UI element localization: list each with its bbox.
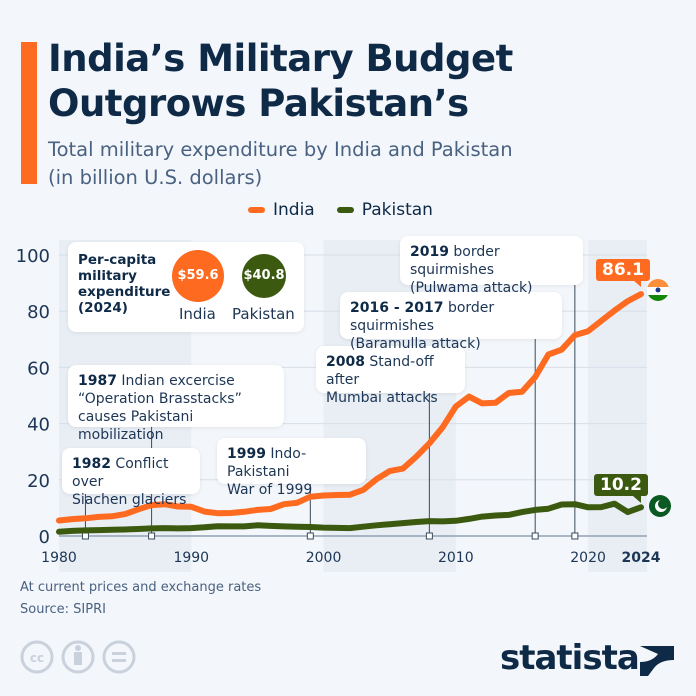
annotation-1987: 1987 Indian excercise “Operation Brasstac… <box>68 365 284 443</box>
india-per-capita-value: $59.6 <box>172 250 224 302</box>
annotation-text: (Pulwama attack) <box>410 280 533 296</box>
annotation-marker <box>571 532 579 540</box>
y-tick-label: 60 <box>27 358 50 379</box>
annotation-2019: 2019 border squirmishes (Pulwama attack) <box>400 236 583 296</box>
india-label-pointer <box>633 280 641 287</box>
legend-swatch-india <box>248 207 265 213</box>
footnote: At current prices and exchange rates <box>20 580 262 595</box>
x-tick-label: 2010 <box>438 550 474 566</box>
y-tick-label: 100 <box>16 246 50 267</box>
legend-label-india: India <box>273 200 315 220</box>
legend-swatch-pakistan <box>336 207 354 213</box>
annotation-text: Conflict over <box>72 456 169 490</box>
annotation-text: “Operation Brasstacks” <box>78 391 242 407</box>
statista-logo[interactable]: statista <box>500 638 640 678</box>
annotation-text: Indo-Pakistani <box>227 446 307 480</box>
annotation-marker <box>425 532 433 540</box>
annotation-marker <box>148 532 156 540</box>
svg-text:cc: cc <box>30 651 44 665</box>
india-flag-chakra <box>655 287 661 293</box>
annotation-text: Indian excercise <box>121 373 235 389</box>
y-tick-label: 0 <box>39 527 50 548</box>
x-tick-label: 2020 <box>570 550 606 566</box>
legend-label-pakistan: Pakistan <box>361 200 433 220</box>
annotation-1999: 1999 Indo-Pakistani War of 1999 <box>217 438 366 498</box>
annotation-1982: 1982 Conflict over Siachen glaciers <box>62 448 200 508</box>
chart-subtitle: Total military expenditure by India and … <box>48 136 513 192</box>
annotation-year: 2008 <box>326 354 365 370</box>
title-line-2: Outgrows Pakistan’s <box>48 82 469 125</box>
x-tick-label: 2024 <box>622 550 661 566</box>
legend: India Pakistan <box>248 200 433 220</box>
x-tick-label: 1980 <box>41 550 77 566</box>
annotation-text: border squirmishes <box>410 244 500 278</box>
pakistan-flag-crescent-cut <box>658 499 668 509</box>
accent-bar <box>21 42 37 184</box>
pakistan-end-label: 10.2 <box>594 474 648 496</box>
annotation-year: 1987 <box>78 373 117 389</box>
per-capita-title-line: expenditure <box>78 284 171 300</box>
pakistan-per-capita-label: Pakistan <box>232 305 295 323</box>
annotation-text: border squirmishes <box>350 300 495 334</box>
annotation-text: Siachen glaciers <box>72 492 187 508</box>
annotation-text: causes Pakistani mobilization <box>78 409 194 443</box>
india-per-capita-label: India <box>179 305 216 323</box>
nd-icon[interactable] <box>102 640 136 674</box>
annotation-marker <box>81 532 89 540</box>
legend-india: India <box>248 200 315 220</box>
annotation-2016-2017: 2016 - 2017 border squirmishes (Baramulla… <box>340 292 562 352</box>
per-capita-title: Per-capita military expenditure (2024) <box>78 252 170 316</box>
chart-title: India’s Military Budget Outgrows Pakista… <box>48 36 513 126</box>
pakistan-per-capita-value: $40.8 <box>242 254 286 298</box>
statista-wordmark: statista <box>500 638 640 678</box>
per-capita-title-line: military <box>78 268 137 284</box>
y-tick-label: 40 <box>27 415 50 436</box>
x-tick-label: 1990 <box>173 550 209 566</box>
annotation-marker <box>531 532 539 540</box>
per-capita-title-line: (2024) <box>78 300 128 316</box>
legend-pakistan: Pakistan <box>336 200 433 220</box>
subtitle-line-1: Total military expenditure by India and … <box>48 138 513 161</box>
per-capita-title-line: Per-capita <box>78 252 157 268</box>
annotation-text: (Baramulla attack) <box>350 336 481 352</box>
annotation-year: 1999 <box>227 446 266 462</box>
by-icon[interactable] <box>61 640 95 674</box>
subtitle-line-2: (in billion U.S. dollars) <box>48 166 263 189</box>
source: Source: SIPRI <box>20 602 106 617</box>
title-line-1: India’s Military Budget <box>48 37 513 80</box>
annotation-2008: 2008 Stand-off after Mumbai attacks <box>316 346 465 406</box>
india-end-label: 86.1 <box>596 259 650 281</box>
y-tick-label: 80 <box>27 302 50 323</box>
annotation-marker <box>306 532 314 540</box>
annotation-year: 1982 <box>72 456 111 472</box>
cc-icon[interactable]: cc <box>20 640 54 674</box>
per-capita-box: Per-capita military expenditure (2024) $… <box>68 242 304 332</box>
annotation-text: Mumbai attacks <box>326 390 438 406</box>
annotation-text: War of 1999 <box>227 482 313 498</box>
y-tick-label: 20 <box>27 471 50 492</box>
decade-band <box>588 240 647 572</box>
pakistan-label-pointer <box>633 496 641 503</box>
x-tick-label: 2000 <box>306 550 342 566</box>
annotation-text: Stand-off after <box>326 354 434 388</box>
annotation-year: 2019 <box>410 244 449 260</box>
annotation-year: 2016 - 2017 <box>350 300 444 316</box>
